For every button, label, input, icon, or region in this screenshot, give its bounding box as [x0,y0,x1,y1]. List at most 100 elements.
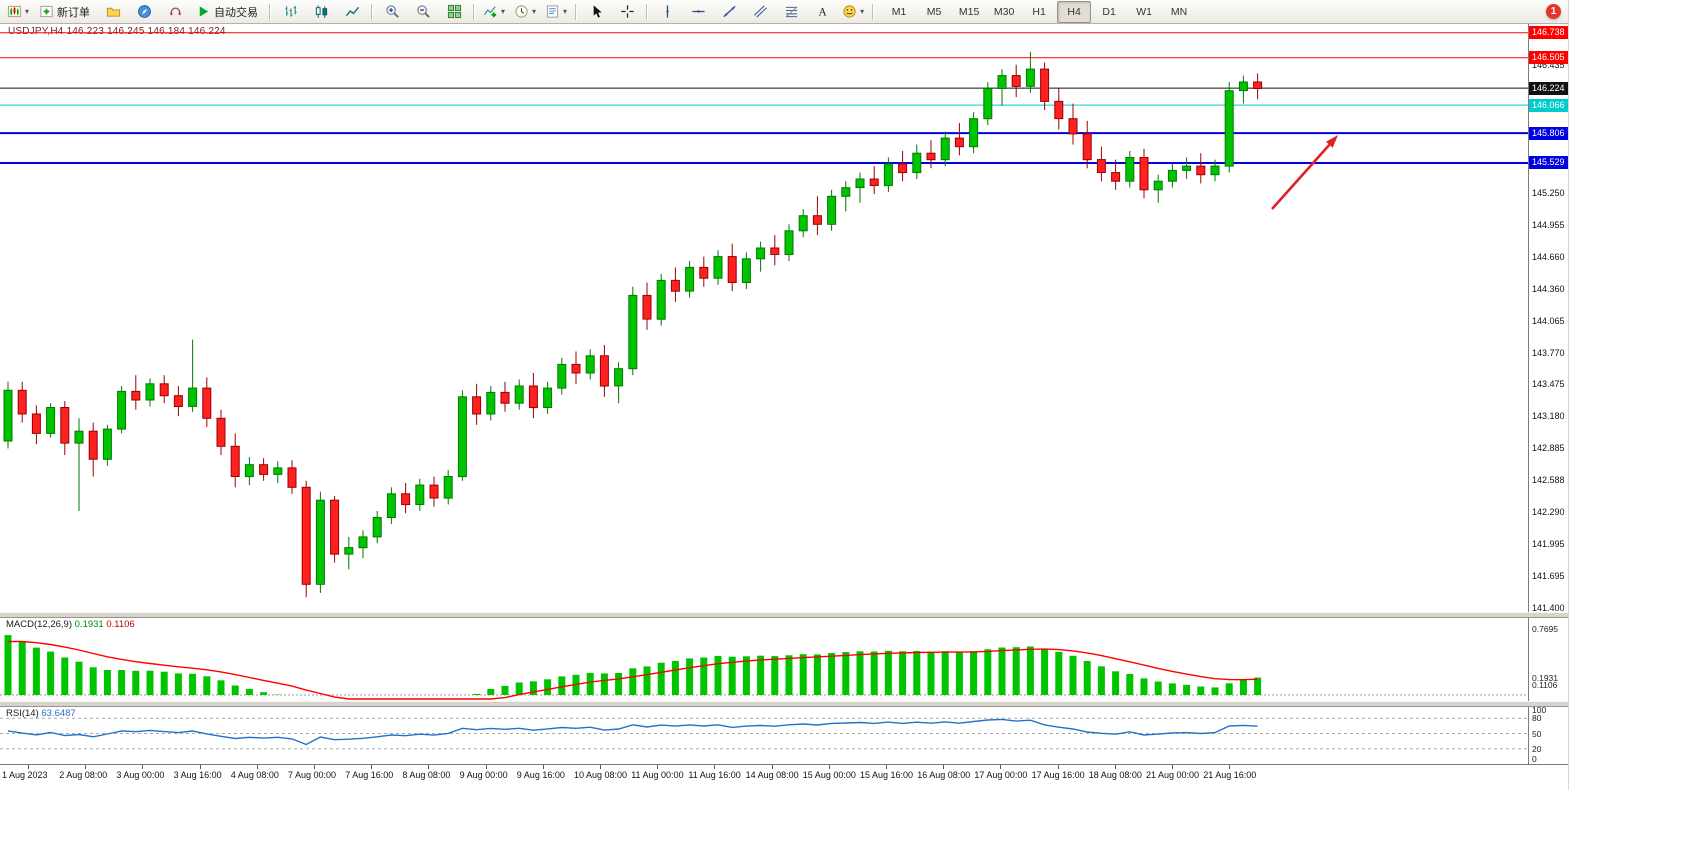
bar-chart-button[interactable] [275,1,305,23]
compass-icon [137,4,152,19]
arrows-button[interactable]: ▾ [838,1,868,23]
timeframe-d1-button[interactable]: D1 [1102,5,1116,18]
dropdown-caret: ▾ [532,6,537,16]
play-icon [196,4,211,19]
rsi-value: 63.6487 [41,708,76,719]
macd-indicator-label: MACD(12,26,9) 0.1931 0.1106 [6,619,135,630]
dropdown-caret: ▾ [860,6,865,16]
macd-main-value: 0.1931 [74,619,104,630]
rsi-name: RSI(14) [6,708,39,719]
time-axis-tick-mark [371,765,373,769]
candlestick-chart[interactable] [0,23,1528,612]
timeframe-mn-button[interactable]: MN [1170,5,1188,18]
timeframe-h1-button[interactable]: H1 [1032,5,1046,18]
price-axis-tick: 143.770 [1532,347,1565,358]
time-axis-label: 4 Aug 08:00 [230,770,279,780]
price-axis-tick: 141.400 [1532,603,1565,612]
macd-axis-tick: 0.7695 [1532,623,1558,634]
time-axis-tick-mark [657,765,659,769]
price-axis-tick: 144.955 [1532,219,1565,230]
text-button[interactable]: A [807,1,837,23]
tile-windows-icon [447,4,462,19]
crosshair-button[interactable] [612,1,642,23]
timeframe-m15-button[interactable]: M15 [958,5,980,18]
periods-button[interactable]: ▾ [510,1,540,23]
cursor-button[interactable] [581,1,611,23]
zoom-in-icon [385,4,400,19]
timeframe-h4-button[interactable]: H4 [1057,0,1092,23]
time-axis-label: 9 Aug 16:00 [516,770,565,780]
price-axis-tick: 144.360 [1532,283,1565,294]
fibonacci-button[interactable] [776,1,806,23]
price-level-lines [0,32,1528,164]
auto-trading-button[interactable]: 自动交易 [191,1,265,23]
time-axis-tick-mark [256,765,258,769]
indicators-icon [483,4,498,19]
time-axis-label: 3 Aug 16:00 [173,770,222,780]
new-order-icon [39,4,54,19]
price-level-badge: 146.224 [1529,81,1568,95]
time-axis-label: 1 Aug 2023 [2,770,48,780]
channel-button[interactable] [745,1,775,23]
timeframe-m30-button[interactable]: M30 [993,5,1015,18]
rsi-indicator-label: RSI(14) 63.6487 [6,708,76,719]
new-chart-button[interactable]: ▾ [3,1,33,23]
rsi-axis-tick: 100 [1532,705,1547,715]
timeframe-w1-button[interactable]: W1 [1136,5,1152,18]
templates-button[interactable]: ▾ [541,1,571,23]
time-axis-label: 17 Aug 16:00 [1031,770,1085,780]
macd-axis-tick: 0.1106 [1532,680,1558,691]
toolbar-separator [371,3,374,20]
rsi-chart[interactable] [0,705,1528,764]
macd-chart[interactable] [0,616,1528,701]
macd-name: MACD(12,26,9) [6,619,72,630]
timeframe-m1-button[interactable]: M1 [891,5,907,18]
price-axis-tick: 143.180 [1532,411,1565,422]
zoom-in-button[interactable] [377,1,407,23]
notification-badge[interactable]: 1 [1546,4,1561,19]
macd-panel: MACD(12,26,9) 0.1931 0.1106 [0,616,1528,701]
price-axis[interactable]: 146.435 145.250 144.955 144.660 144.360 144.0… [1528,23,1568,612]
rsi-level-lines [0,717,1528,750]
bar-chart-icon [283,4,298,19]
price-axis-tick: 142.885 [1532,442,1565,453]
time-axis-tick-mark [771,765,773,769]
rsi-line [7,718,1258,746]
horizontal-line-button[interactable] [683,1,713,23]
smiley-icon [842,4,857,19]
support-button[interactable] [160,1,190,23]
tile-windows-button[interactable] [439,1,469,23]
price-axis-tick: 142.588 [1532,474,1565,485]
rsi-axis[interactable]: 100 80 50 20 0 [1528,705,1568,764]
vertical-line-button[interactable] [652,1,682,23]
time-axis-label: 10 Aug 08:00 [574,770,628,780]
indicators-button[interactable]: ▾ [479,1,509,23]
toolbar-separator [269,3,272,20]
zoom-out-button[interactable] [408,1,438,23]
price-axis-tick: 144.660 [1532,251,1565,262]
price-axis-tick: 144.065 [1532,315,1565,326]
rsi-panel: RSI(14) 63.6487 [0,705,1528,764]
navigator-button[interactable] [129,1,159,23]
panel-separator[interactable] [0,701,1568,707]
dropdown-caret: ▾ [563,6,568,16]
candlestick-chart-button[interactable] [306,1,336,23]
time-axis-label: 11 Aug 00:00 [631,770,684,780]
auto-trading-label: 自动交易 [214,6,259,19]
time-axis-label: 8 Aug 08:00 [402,770,451,780]
price-axis-tick: 145.250 [1532,188,1565,199]
line-chart-button[interactable] [337,1,367,23]
profiles-button[interactable] [98,1,128,23]
price-axis-tick: 141.995 [1532,538,1565,549]
time-axis-tick-mark [542,765,544,769]
panel-separator[interactable] [0,612,1568,618]
new-order-button[interactable]: 新订单 [34,1,97,23]
time-axis-label: 15 Aug 16:00 [860,770,914,780]
dropdown-caret: ▾ [501,6,506,16]
macd-axis[interactable]: 0.7695 0.1931 0.1106 [1528,616,1568,701]
timeframe-m5-button[interactable]: M5 [926,5,942,18]
clock-icon [514,4,529,19]
main-toolbar: ▾ 新订单 自动交易 ▾ ▾ ▾ [0,0,1568,24]
trendline-button[interactable] [714,1,744,23]
time-axis[interactable]: 1 Aug 2023 2 Aug 08:00 3 Aug 00:00 3 Aug 16… [0,764,1568,789]
